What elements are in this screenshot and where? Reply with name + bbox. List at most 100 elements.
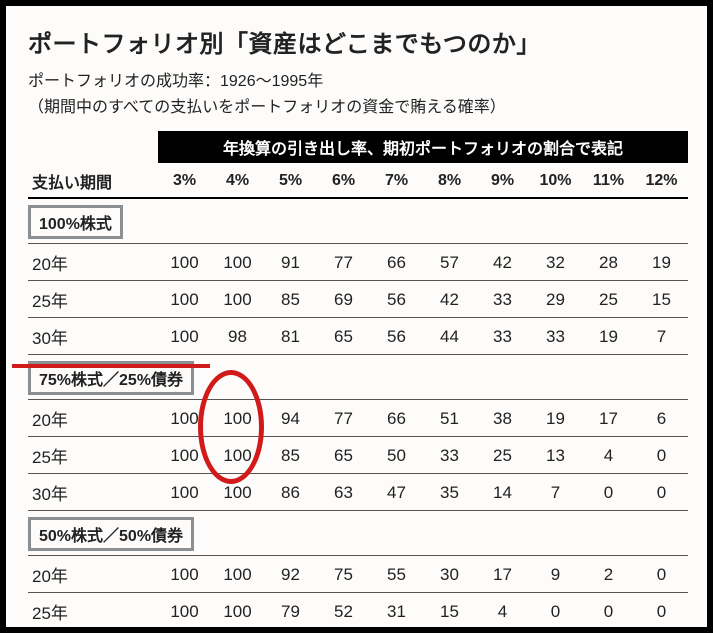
cell: 63 bbox=[317, 474, 370, 511]
cell: 77 bbox=[317, 400, 370, 437]
band-spacer bbox=[28, 131, 158, 163]
cell: 13 bbox=[529, 437, 582, 474]
cell: 42 bbox=[476, 244, 529, 281]
cell: 81 bbox=[264, 318, 317, 355]
row-header-label: 支払い期間 bbox=[28, 163, 158, 198]
cell: 100 bbox=[211, 281, 264, 318]
section-row: 50%株式／50%債券 bbox=[28, 511, 688, 556]
cell: 56 bbox=[370, 281, 423, 318]
section-label: 50%株式／50%債券 bbox=[28, 517, 194, 551]
band-label: 年換算の引き出し率、期初ポートフォリオの割合で表記 bbox=[158, 131, 688, 163]
cell: 91 bbox=[264, 244, 317, 281]
cell: 30 bbox=[423, 556, 476, 593]
table-row: 25年 100 100 79 52 31 15 4 0 0 0 bbox=[28, 593, 688, 630]
cell: 0 bbox=[635, 593, 688, 630]
cell: 15 bbox=[635, 281, 688, 318]
cell: 7 bbox=[635, 318, 688, 355]
cell: 52 bbox=[317, 593, 370, 630]
cell: 0 bbox=[529, 630, 582, 633]
cell: 100 bbox=[211, 593, 264, 630]
annotation-red-ellipse bbox=[198, 370, 264, 484]
cell: 33 bbox=[423, 437, 476, 474]
cell: 85 bbox=[264, 281, 317, 318]
col-header: 7% bbox=[370, 163, 423, 198]
cell: 9 bbox=[529, 556, 582, 593]
cell: 100 bbox=[211, 244, 264, 281]
cell: 65 bbox=[317, 437, 370, 474]
cell: 56 bbox=[370, 318, 423, 355]
cell: 31 bbox=[370, 593, 423, 630]
cell: 33 bbox=[476, 318, 529, 355]
cell: 50 bbox=[370, 437, 423, 474]
cell: 66 bbox=[370, 400, 423, 437]
cell: 57 bbox=[423, 244, 476, 281]
table-row: 25年 100 100 85 69 56 42 33 29 25 15 bbox=[28, 281, 688, 318]
cell: 7 bbox=[529, 474, 582, 511]
cell: 0 bbox=[635, 630, 688, 633]
cell: 69 bbox=[317, 281, 370, 318]
cell: 14 bbox=[476, 474, 529, 511]
table-row: 20年 100 100 91 77 66 57 42 32 28 19 bbox=[28, 244, 688, 281]
table-row: 20年 100 100 94 77 66 51 38 19 17 6 bbox=[28, 400, 688, 437]
cell: 28 bbox=[582, 244, 635, 281]
cell: 4 bbox=[476, 593, 529, 630]
cell: 19 bbox=[370, 630, 423, 633]
row-label: 30年 bbox=[28, 474, 158, 511]
cell: 2 bbox=[582, 556, 635, 593]
col-header: 8% bbox=[423, 163, 476, 198]
cell: 35 bbox=[423, 474, 476, 511]
cell: 66 bbox=[370, 244, 423, 281]
cell: 77 bbox=[317, 244, 370, 281]
cell: 0 bbox=[582, 630, 635, 633]
col-header: 3% bbox=[158, 163, 211, 198]
cell: 79 bbox=[264, 593, 317, 630]
row-label: 20年 bbox=[28, 244, 158, 281]
cell: 51 bbox=[317, 630, 370, 633]
cell: 0 bbox=[582, 593, 635, 630]
cell: 6 bbox=[635, 400, 688, 437]
cell: 0 bbox=[635, 437, 688, 474]
cell: 0 bbox=[476, 630, 529, 633]
cell: 94 bbox=[264, 400, 317, 437]
row-label: 20年 bbox=[28, 400, 158, 437]
page-title: ポートフォリオ別「資産はどこまでもつのか」 bbox=[28, 24, 685, 59]
cell: 33 bbox=[476, 281, 529, 318]
cell: 100 bbox=[211, 556, 264, 593]
cell: 100 bbox=[158, 630, 211, 633]
cell: 100 bbox=[158, 593, 211, 630]
cell: 55 bbox=[370, 556, 423, 593]
table-row: 20年 100 100 92 75 55 30 17 9 2 0 bbox=[28, 556, 688, 593]
col-header: 12% bbox=[635, 163, 688, 198]
cell: 38 bbox=[476, 400, 529, 437]
col-header: 10% bbox=[529, 163, 582, 198]
annotation-red-line bbox=[12, 364, 210, 368]
cell: 95 bbox=[211, 630, 264, 633]
cell: 9 bbox=[423, 630, 476, 633]
cell: 47 bbox=[370, 474, 423, 511]
cell: 17 bbox=[476, 556, 529, 593]
cell: 33 bbox=[529, 318, 582, 355]
cell: 25 bbox=[476, 437, 529, 474]
cell: 70 bbox=[264, 630, 317, 633]
cell: 25 bbox=[582, 281, 635, 318]
cell: 92 bbox=[264, 556, 317, 593]
row-label: 30年 bbox=[28, 630, 158, 633]
cell: 98 bbox=[211, 318, 264, 355]
col-header: 5% bbox=[264, 163, 317, 198]
row-label: 30年 bbox=[28, 318, 158, 355]
cell: 0 bbox=[582, 474, 635, 511]
col-header: 9% bbox=[476, 163, 529, 198]
cell: 19 bbox=[635, 244, 688, 281]
cell: 100 bbox=[158, 474, 211, 511]
row-label: 25年 bbox=[28, 593, 158, 630]
document-frame: ポートフォリオ別「資産はどこまでもつのか」 ポートフォリオの成功率：1926〜1… bbox=[0, 0, 713, 633]
cell: 44 bbox=[423, 318, 476, 355]
section-cell: 100%株式 bbox=[28, 198, 688, 244]
cell: 100 bbox=[158, 244, 211, 281]
cell: 75 bbox=[317, 556, 370, 593]
cell: 15 bbox=[423, 593, 476, 630]
cell: 100 bbox=[158, 281, 211, 318]
success-rate-table: 年換算の引き出し率、期初ポートフォリオの割合で表記 支払い期間 3% 4% 5%… bbox=[28, 131, 688, 633]
col-header: 11% bbox=[582, 163, 635, 198]
cell: 65 bbox=[317, 318, 370, 355]
